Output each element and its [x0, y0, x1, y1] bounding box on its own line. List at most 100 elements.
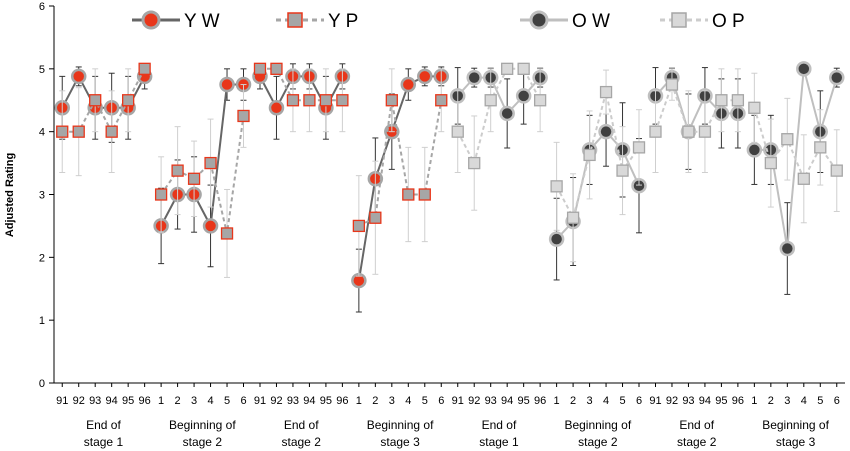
- x-tick-label: 6: [240, 395, 246, 407]
- y-tick-label: 2: [39, 252, 45, 264]
- legend-marker: [529, 10, 549, 30]
- series-ow: [449, 67, 548, 149]
- x-tick-label: 5: [422, 395, 428, 407]
- x-tick-label: 94: [303, 395, 315, 407]
- data-point: [797, 172, 810, 185]
- data-point: [253, 62, 267, 75]
- data-point: [303, 94, 316, 107]
- x-tick-label: 95: [715, 395, 727, 407]
- data-point: [466, 69, 482, 86]
- legend-label: Y W: [184, 11, 220, 32]
- x-tick-label: 4: [207, 395, 213, 407]
- data-point: [385, 94, 398, 107]
- group-label-line1: End of: [679, 418, 714, 432]
- x-tick-label: 5: [619, 395, 625, 407]
- legend-marker: [287, 12, 303, 28]
- group-3: [252, 62, 351, 140]
- x-tick-label: 95: [320, 395, 332, 407]
- x-tick-label: 6: [636, 395, 642, 407]
- x-tick-label: 92: [73, 395, 85, 407]
- series-ow: [647, 67, 746, 170]
- x-tick-label: 94: [699, 395, 711, 407]
- x-tick-label: 2: [175, 395, 181, 407]
- x-tick-label: 2: [372, 395, 378, 407]
- data-point: [402, 188, 415, 201]
- legend-item-yw: Y W: [132, 10, 220, 32]
- series-yp: [154, 84, 250, 278]
- data-point: [237, 109, 250, 123]
- data-point: [599, 85, 613, 99]
- group-4: [351, 66, 450, 313]
- series-op: [550, 69, 646, 263]
- series-yp: [352, 68, 448, 277]
- data-point: [219, 76, 235, 93]
- data-point: [451, 125, 464, 138]
- x-tick-label: 93: [89, 395, 101, 407]
- y-tick-label: 0: [39, 378, 45, 390]
- group-label-line2: stage 2: [183, 435, 223, 449]
- group-label-line2: stage 1: [479, 435, 519, 449]
- data-point: [550, 180, 563, 193]
- x-tick-label: 1: [751, 395, 757, 407]
- group-label-line2: stage 2: [282, 435, 322, 449]
- data-point: [746, 142, 763, 158]
- data-point: [336, 94, 349, 107]
- x-tick-label: 95: [122, 395, 134, 407]
- data-point: [698, 125, 712, 138]
- x-tick-label: 93: [287, 395, 299, 407]
- data-point: [533, 94, 547, 107]
- data-point: [548, 231, 565, 247]
- data-point: [748, 101, 761, 114]
- data-point: [72, 125, 85, 138]
- legend-item-yp: Y P: [276, 11, 358, 32]
- data-point: [435, 94, 448, 107]
- data-point: [400, 76, 417, 93]
- group-7: [647, 67, 746, 174]
- data-point: [598, 123, 614, 140]
- series-op: [451, 62, 547, 211]
- group-label-line1: End of: [482, 418, 517, 432]
- series-yw: [351, 66, 450, 313]
- series-ow: [548, 96, 647, 281]
- x-tick-label: 96: [139, 395, 151, 407]
- series-op: [748, 72, 843, 224]
- data-point: [270, 62, 283, 75]
- x-tick-label: 93: [682, 395, 694, 407]
- x-tick-label: 3: [587, 395, 593, 407]
- x-tick-label: 2: [570, 395, 576, 407]
- legend-item-ow: O W: [520, 10, 610, 32]
- data-point: [70, 68, 87, 85]
- data-point: [105, 125, 118, 138]
- legend-label: O W: [572, 11, 610, 32]
- x-tick-label: 1: [356, 395, 362, 407]
- x-tick-label: 3: [784, 395, 790, 407]
- data-point: [220, 227, 234, 240]
- group-6: [548, 69, 647, 281]
- data-point: [632, 141, 646, 154]
- legend-marker: [671, 12, 687, 28]
- x-tick-label: 1: [554, 395, 560, 407]
- x-tick-label: 92: [270, 395, 282, 407]
- data-point: [268, 100, 285, 116]
- series-op: [649, 68, 745, 174]
- legend-label: Y P: [328, 11, 358, 32]
- series-layer: [54, 61, 845, 313]
- data-point: [814, 141, 827, 154]
- x-tick-label: 4: [801, 395, 807, 407]
- group-label-line1: Beginning of: [169, 418, 236, 432]
- data-point: [515, 88, 532, 104]
- group-5: [449, 62, 548, 211]
- group-label-line1: End of: [284, 418, 319, 432]
- data-point: [665, 78, 679, 91]
- data-point: [499, 105, 515, 122]
- x-tick-label: 2: [768, 395, 774, 407]
- data-point: [731, 94, 745, 107]
- series-yw: [252, 63, 351, 140]
- x-tick-label: 5: [224, 395, 230, 407]
- y-tick-label: 4: [39, 127, 45, 139]
- data-point: [204, 156, 217, 170]
- y-tick-label: 6: [39, 1, 45, 13]
- x-tick-label: 91: [649, 395, 661, 407]
